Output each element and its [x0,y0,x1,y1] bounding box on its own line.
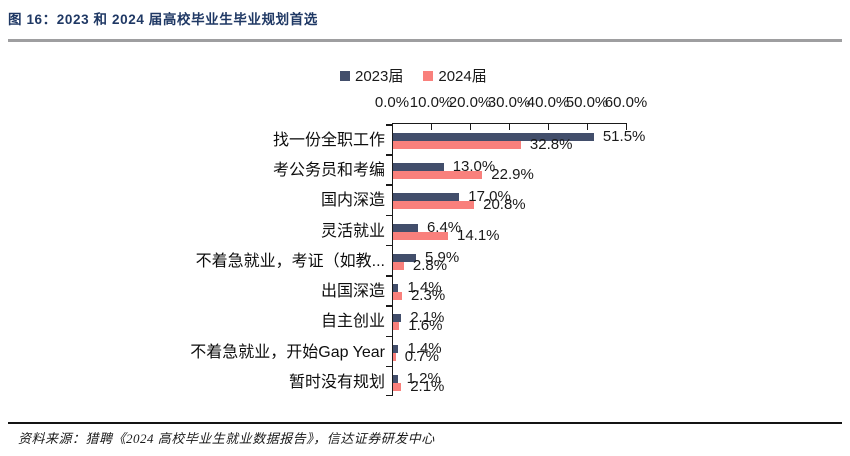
legend-label: 2023届 [355,68,404,85]
source-note: 资料来源：猎聘《2024 高校毕业生就业数据报告》，信达证券研发中心 [18,431,435,446]
bar-2024届 [393,352,396,361]
x-axis-tick-label: 0.0% [374,94,410,111]
y-axis-tick-mark [385,365,392,368]
x-axis-tick-mark [586,124,588,130]
y-axis-tick-mark [385,394,392,396]
x-axis-tick-mark [547,124,549,130]
legend-item-2023届: 2023届 [340,65,403,86]
x-axis-tick-mark [430,124,432,130]
value-label-2024届: 2.1% [410,377,445,395]
bar-2023届 [393,133,594,141]
footer-divider [8,422,842,424]
plot-area: 找一份全职工作 51.5% 32.8% 考公务员和考编 13.0% 22.9% 国内深造 17… [190,123,645,396]
y-axis-tick-mark [385,275,392,277]
legend-swatch-icon [423,70,434,81]
x-axis-tick-mark [625,124,627,130]
legend-swatch-icon [340,70,350,81]
bar-2024届 [393,261,404,270]
bar-2024届 [393,292,402,301]
x-axis-tick-mark [508,124,510,130]
bar-2023届 [393,344,399,353]
value-label-2024届: 2.8% [412,256,448,274]
bar-2023届 [393,223,418,232]
y-axis-tick-mark [385,214,392,217]
legend-item-2024届: 2024届 [423,65,487,86]
bar-2024届 [393,382,402,391]
value-label-2024届: 2.3% [410,287,446,305]
value-label-2023届: 13.0% [452,158,496,176]
value-label-2023届: 51.5% [602,128,646,145]
value-label-2023届: 2.1% [410,309,445,327]
value-label-2024届: 14.1% [456,226,500,244]
y-axis-tick-mark [385,124,392,126]
bar-2023届 [393,374,398,383]
y-axis-tick-mark [385,154,392,156]
category-label: 国内深造 [320,192,385,210]
value-label-2023届: 5.9% [425,248,460,266]
bar-2024届 [393,141,521,149]
x-axis-tick-mark [469,124,471,130]
value-label-2023届: 1.4% [407,339,442,357]
value-label-2023届: 6.4% [426,218,462,236]
value-label-2024届: 20.8% [483,196,526,214]
y-axis-tick-mark [385,305,392,307]
bar-2023届 [393,193,460,202]
figure-title: 图 16：2023 和 2024 届高校毕业生毕业规划首选 [8,12,318,27]
bar-2024届 [393,201,475,210]
x-axis-tick-label: 40.0% [526,94,570,111]
bar-2024届 [393,231,448,240]
x-axis-tick-label: 60.0% [604,94,648,111]
value-label-2023届: 17.0% [468,188,511,206]
category-label: 自主创业 [320,313,385,331]
bar-2023届 [393,284,399,293]
category-label: 灵活就业 [320,222,385,240]
category-label: 找一份全职工作 [272,132,385,149]
category-label: 考公务员和考编 [272,162,385,180]
bar-2023届 [393,163,444,172]
value-label-2024届: 1.6% [408,317,443,335]
category-label: 不着急就业，开始Gap Year [190,343,385,361]
value-label-2024届: 32.8% [529,136,573,153]
value-label-2024届: 0.7% [404,347,439,365]
x-axis-tick-label: 50.0% [565,94,609,111]
category-label: 出国深造 [320,283,385,301]
y-axis-tick-mark [385,184,392,186]
x-axis-tick-label: 20.0% [448,94,492,111]
bar-2024届 [393,171,483,180]
legend-label: 2024届 [438,68,487,85]
title-divider [8,39,842,42]
category-label: 不着急就业，考证（如教... [195,252,385,270]
bar-2023届 [393,314,402,323]
value-label-2023届: 1.4% [407,279,442,297]
chart-legend: 2023届 2024届 [340,65,487,86]
bar-2023届 [393,253,416,262]
y-axis-tick-mark [385,335,392,338]
category-label: 暂时没有规划 [288,373,385,391]
value-label-2023届: 1.2% [406,369,441,387]
y-axis-tick-mark [385,244,392,247]
bar-2024届 [393,322,400,331]
x-axis-tick-label: 30.0% [487,94,531,111]
value-label-2024届: 22.9% [491,166,534,184]
x-axis-tick-label: 10.0% [409,94,453,111]
